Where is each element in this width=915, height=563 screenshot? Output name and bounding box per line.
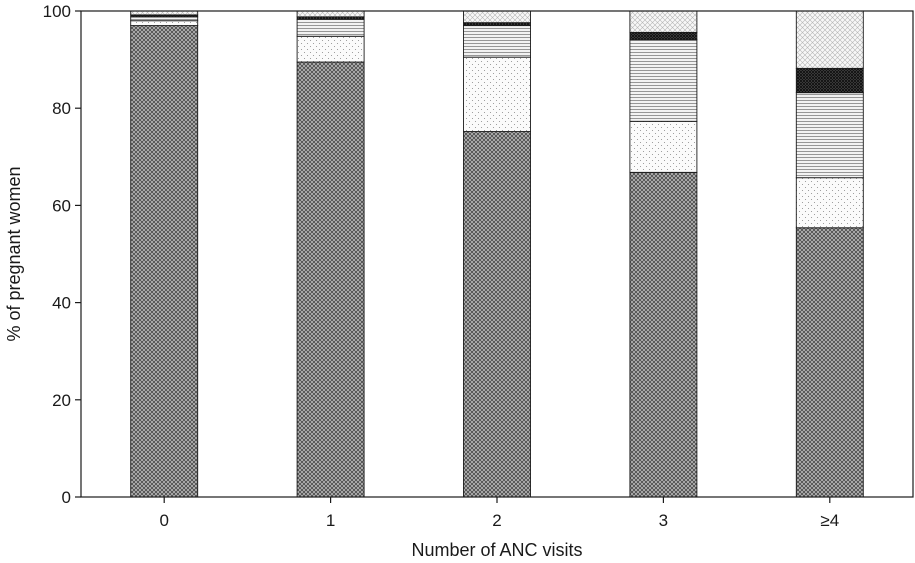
bar-stack-0	[130, 10, 199, 498]
y-tick-label-1: 20	[52, 391, 71, 410]
y-axis-title: % of pregnant women	[4, 166, 24, 341]
bar-segment-2-0	[463, 131, 531, 498]
y-axis: 0 20 40 60 80 100	[43, 2, 81, 507]
bar-segment-1-2	[296, 18, 365, 37]
bar-segment-3-1	[629, 120, 698, 173]
x-axis: 0 1 2 3 ≥4	[159, 497, 839, 530]
bar-segment-4-0	[795, 227, 864, 498]
x-tick-label-3: 3	[659, 511, 668, 530]
bar-stack-4	[795, 10, 864, 498]
x-tick-label-1: 1	[326, 511, 335, 530]
x-tick-label-4: ≥4	[820, 511, 839, 530]
bar-segment-1-1	[296, 35, 365, 63]
y-tick-label-0: 0	[62, 488, 71, 507]
bar-segment-1-4	[296, 10, 365, 18]
bar-segment-3-4	[629, 10, 698, 33]
bar-segment-3-3	[629, 31, 698, 41]
x-axis-title: Number of ANC visits	[411, 540, 582, 560]
y-tick-label-4: 80	[52, 99, 71, 118]
bars	[130, 10, 864, 498]
bar-segment-2-4	[463, 10, 531, 24]
bar-segment-3-0	[629, 171, 698, 498]
bar-segment-4-3	[795, 67, 864, 94]
bar-segment-4-1	[795, 177, 864, 229]
x-tick-label-2: 2	[492, 511, 501, 530]
x-tick-label-0: 0	[159, 511, 168, 530]
y-tick-label-3: 60	[52, 196, 71, 215]
bar-segment-0-2	[130, 16, 199, 22]
bar-stack-3	[629, 10, 698, 498]
bar-segment-4-2	[795, 92, 864, 179]
bar-segment-2-2	[463, 25, 531, 58]
bar-segment-0-0	[130, 25, 199, 498]
bar-segment-2-1	[463, 56, 531, 132]
bar-segment-0-1	[130, 20, 199, 27]
bar-segment-4-4	[795, 10, 864, 69]
y-tick-label-2: 40	[52, 294, 71, 313]
bar-stack-2	[463, 10, 531, 498]
bar-stack-1	[296, 10, 365, 498]
bar-segment-1-0	[296, 61, 365, 498]
y-tick-label-5: 100	[43, 2, 71, 21]
bar-segment-3-2	[629, 39, 698, 122]
